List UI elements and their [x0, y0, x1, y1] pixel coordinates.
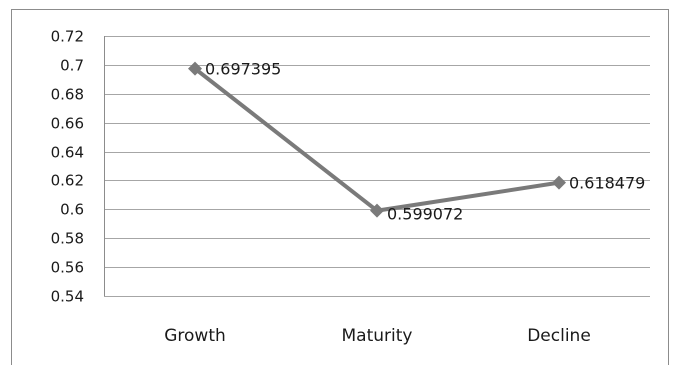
x-category-label: Growth — [164, 326, 226, 346]
x-category-label: Decline — [527, 326, 591, 346]
y-tick-label: 0.6 — [60, 201, 84, 219]
y-axis-tick-labels: 0.72 0.7 0.68 0.66 0.64 0.62 0.6 0.58 0.56 0.54 — [51, 28, 84, 306]
y-tick-label: 0.66 — [51, 115, 84, 133]
data-point-marker — [188, 61, 202, 76]
data-label: 0.599072 — [387, 205, 463, 224]
data-labels: 0.697395 0.599072 0.618479 — [205, 60, 645, 224]
y-tick-label: 0.58 — [51, 230, 84, 248]
data-label: 0.618479 — [569, 174, 645, 193]
x-category-label: Maturity — [342, 326, 413, 346]
data-point-marker — [370, 203, 384, 218]
y-tick-label: 0.7 — [60, 57, 84, 75]
data-label: 0.697395 — [205, 60, 281, 79]
gridlines — [104, 36, 650, 297]
series-layer — [188, 61, 566, 218]
series-line — [193, 67, 560, 213]
y-tick-label: 0.56 — [51, 259, 84, 277]
data-point-marker — [552, 175, 566, 190]
x-axis-category-labels: Growth Maturity Decline — [164, 326, 591, 346]
y-tick-label: 0.72 — [51, 28, 84, 46]
y-tick-label: 0.68 — [51, 86, 84, 104]
y-tick-label: 0.54 — [51, 288, 84, 306]
y-tick-label: 0.62 — [51, 172, 84, 190]
y-tick-label: 0.64 — [51, 144, 84, 162]
